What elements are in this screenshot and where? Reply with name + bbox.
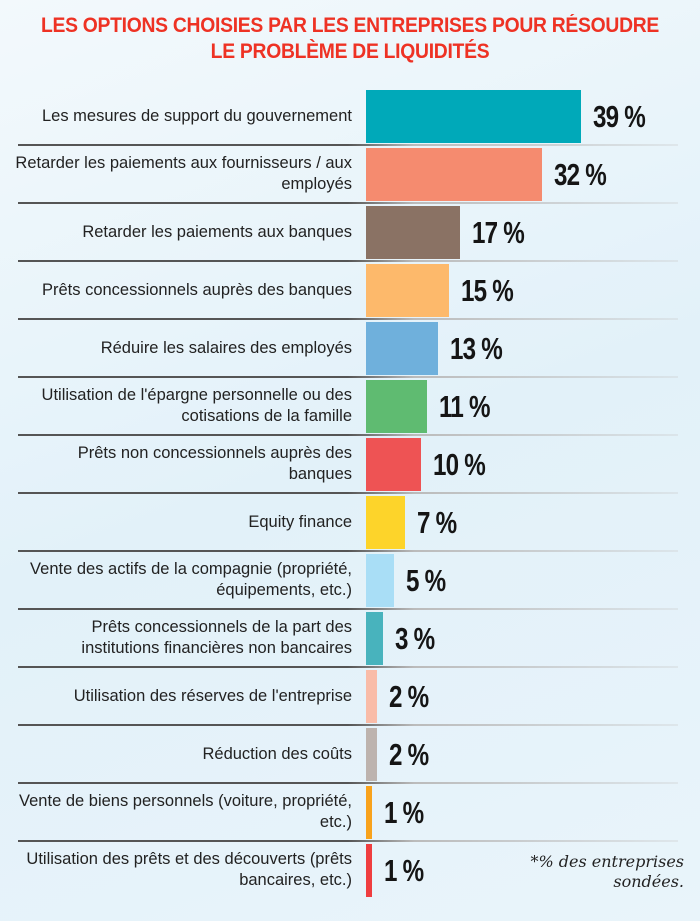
- value-label: 10 %: [433, 446, 486, 482]
- bar-row: Prêts concessionnels auprès des banques 1…: [0, 262, 700, 320]
- value-label: 3 %: [394, 620, 435, 656]
- bar: [366, 90, 581, 143]
- value-label: 1 %: [383, 852, 424, 888]
- value-label: 2 %: [389, 678, 429, 714]
- value-label: 1 %: [383, 794, 424, 830]
- bar-row: Utilisation des réserves de l'entreprise…: [0, 668, 700, 726]
- category-label: Utilisation des prêts et des découverts …: [26, 850, 352, 889]
- bar-row: Retarder les paiements aux fournisseurs …: [0, 146, 700, 204]
- bar: [366, 206, 460, 259]
- category-label: Retarder les paiements aux banques: [82, 222, 352, 241]
- bar: [366, 380, 427, 433]
- value-label: 15 %: [460, 272, 514, 308]
- bar: [366, 148, 543, 201]
- category-label: Prêts concessionnels auprès des banques: [41, 280, 352, 299]
- row-divider: [18, 260, 678, 262]
- row-divider: [18, 376, 678, 378]
- bar: [366, 264, 449, 317]
- bar-row: Réduction des coûts 2 %: [0, 726, 700, 784]
- bar: [366, 612, 383, 665]
- category-label: Equity finance: [248, 512, 352, 531]
- category-label: Prêts concessionnels de la part des inst…: [81, 618, 352, 657]
- row-divider: [18, 492, 678, 494]
- value-label: 17 %: [471, 214, 525, 250]
- bar-row: Les mesures de support du gouvernement 39…: [0, 88, 700, 146]
- value-label: 11 %: [438, 388, 490, 424]
- row-divider: [18, 434, 678, 436]
- value-label: 2 %: [389, 736, 429, 772]
- row-divider: [18, 144, 678, 146]
- bar: [366, 496, 405, 549]
- bar: [366, 786, 372, 839]
- bar-row: Prêts non concessionnels auprès des banq…: [0, 436, 700, 494]
- bar-row: Vente des actifs de la compagnie (propri…: [0, 552, 700, 610]
- category-label: Vente des actifs de la compagnie (propri…: [30, 560, 352, 599]
- category-label: Prêts non concessionnels auprès des banq…: [77, 444, 352, 483]
- bar: [366, 554, 394, 607]
- row-divider: [18, 202, 678, 204]
- bar-row: Equity finance 7 %: [0, 494, 700, 552]
- bar-row: Utilisation de l'épargne personnelle ou …: [0, 378, 700, 436]
- bar-row: Prêts concessionnels de la part des inst…: [0, 610, 700, 668]
- value-label: 32 %: [554, 156, 607, 192]
- value-label: 39 %: [593, 98, 646, 134]
- row-divider: [18, 608, 678, 610]
- category-label: Retarder les paiements aux fournisseurs …: [15, 154, 352, 193]
- category-label: Vente de biens personnels (voiture, prop…: [19, 792, 352, 831]
- row-divider: [18, 318, 678, 320]
- chart-title: LES OPTIONS CHOISIES PAR LES ENTREPRISES…: [40, 14, 660, 63]
- category-label: Les mesures de support du gouvernement: [41, 106, 352, 125]
- row-divider: [18, 724, 678, 726]
- category-label: Réduire les salaires des employés: [100, 338, 352, 357]
- row-divider: [18, 840, 678, 842]
- row-divider: [18, 782, 678, 784]
- value-label: 5 %: [405, 562, 446, 598]
- bar-row: Retarder les paiements aux banques 17 %: [0, 204, 700, 262]
- row-divider: [18, 550, 678, 552]
- value-label: 13 %: [449, 330, 503, 366]
- category-label: Utilisation de l'épargne personnelle ou …: [41, 386, 352, 425]
- bar: [366, 438, 422, 491]
- bar-row: Utilisation des prêts et des découverts …: [0, 842, 700, 900]
- value-label: 7 %: [416, 504, 457, 540]
- bar-row: Réduire les salaires des employés 13 %: [0, 320, 700, 378]
- bar: [366, 844, 372, 897]
- row-divider: [18, 666, 678, 668]
- footnote: *% des entreprises sondées.: [530, 852, 684, 891]
- category-label: Réduction des coûts: [202, 744, 352, 763]
- bar: [366, 670, 378, 723]
- category-label: Utilisation des réserves de l'entreprise: [73, 686, 352, 705]
- bar-row: Vente de biens personnels (voiture, prop…: [0, 784, 700, 842]
- bar: [366, 322, 438, 375]
- bar: [366, 728, 378, 781]
